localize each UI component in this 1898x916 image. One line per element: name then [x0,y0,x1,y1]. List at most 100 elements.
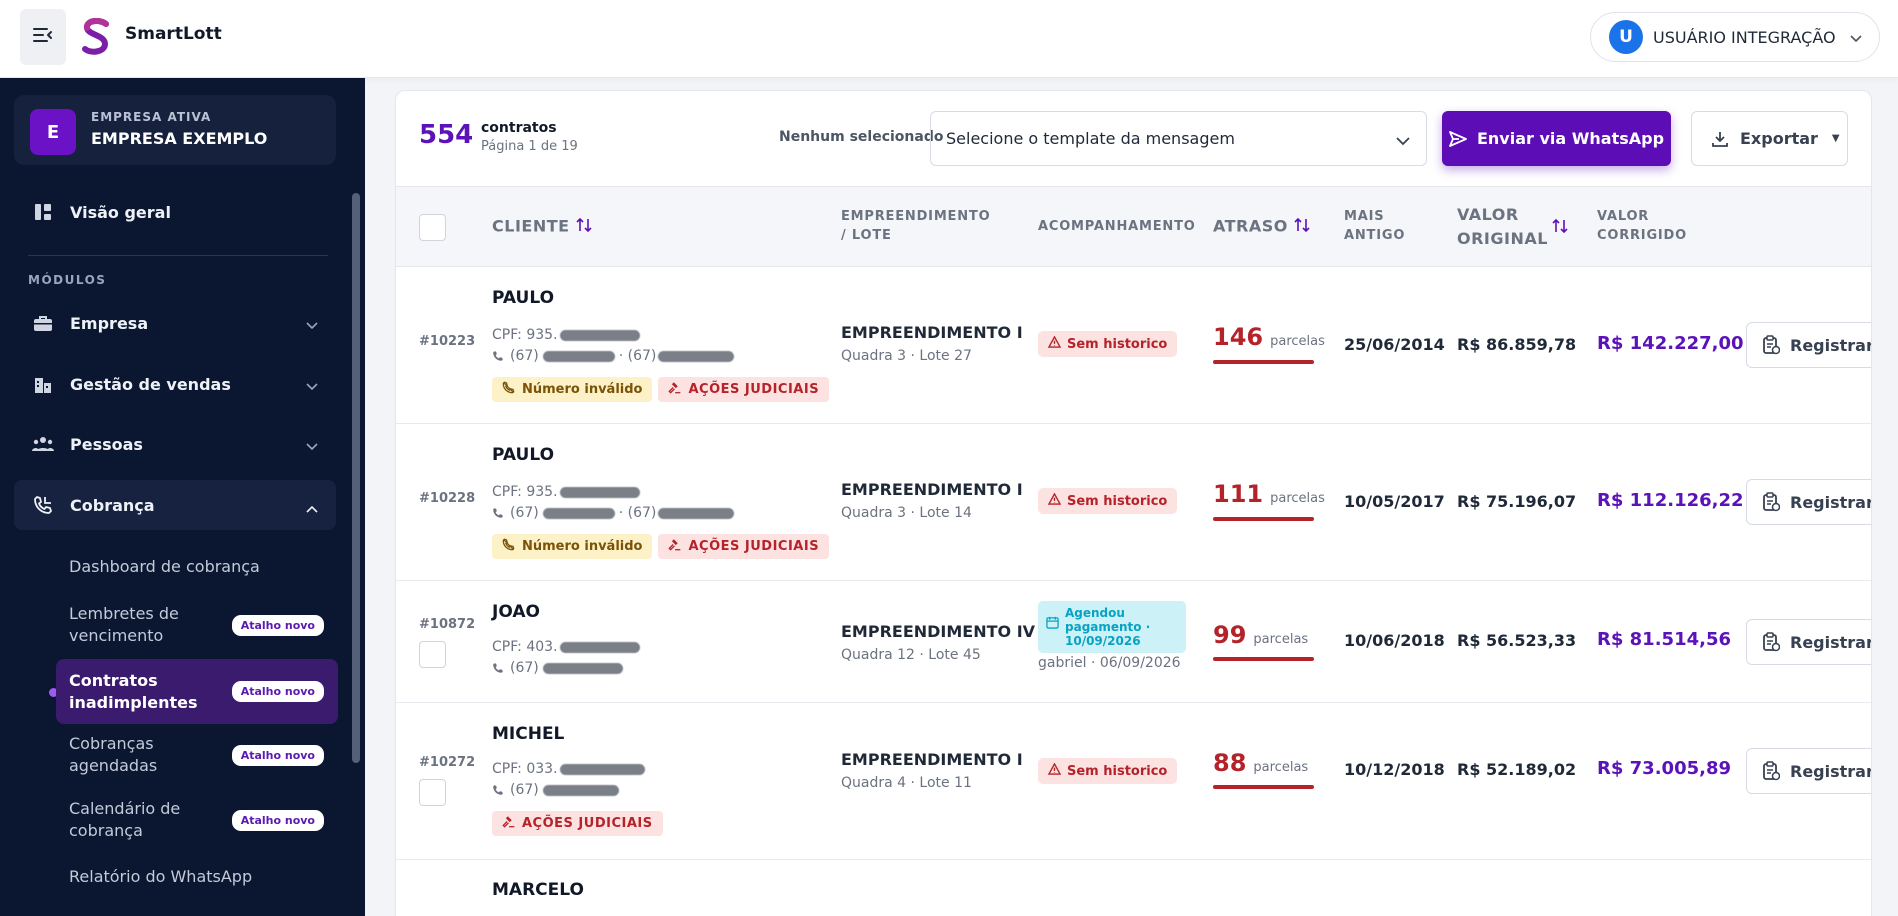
new-shortcut-badge: Atalho novo [231,681,324,702]
redacted-text [542,350,615,362]
register-collection-button[interactable]: Registrar cobrança [1746,479,1871,525]
warning-icon [1047,762,1062,779]
register-collection-button[interactable]: Registrar cobrança [1746,748,1871,794]
send-whatsapp-label: Enviar via WhatsApp [1476,129,1665,148]
delay-value: 99 parcelas [1213,621,1309,649]
original-value: R$ 56.523,33 [1457,631,1577,650]
message-template-select[interactable]: Selecione o template da mensagem [930,111,1427,166]
phone-icon [492,507,504,519]
delay-bar [1213,785,1314,789]
select-all-checkbox[interactable] [419,214,446,241]
column-header-followup: ACOMPANHAMENTO [1038,219,1196,234]
row-checkbox[interactable] [419,641,446,668]
status-badge: Sem historico [1038,758,1178,784]
active-company-card[interactable]: E EMPRESA ATIVA EMPRESA EXEMPLO [14,95,336,165]
sidebar-scrollbar-thumb[interactable] [352,193,360,763]
sidebar: E EMPRESA ATIVA EMPRESA EXEMPLO Visão ge… [0,78,365,916]
project-name: EMPREENDIMENTO I [841,750,1023,769]
sidebar-subitem-lembretes[interactable]: Lembretes de vencimento Atalho novo [56,600,338,650]
judicial-actions-tag: AÇÕES JUDICIAIS [658,534,830,559]
corrected-value: R$ 81.514,56 [1597,629,1731,650]
sidebar-subitem-relatorio-whatsapp[interactable]: Relatório do WhatsApp [56,859,338,895]
delay-bar [1213,657,1314,661]
gavel-icon [502,815,515,832]
sort-icon [1294,216,1310,238]
sort-icon[interactable] [1552,217,1568,239]
gavel-icon [668,381,681,398]
download-icon [1712,131,1728,147]
oldest-date: 25/06/2014 [1344,335,1445,354]
sidebar-item-cobranca[interactable]: Cobrança [14,480,336,530]
table-row[interactable]: #10228 PAULO CPF: 935. (67) · (67) Número… [396,424,1871,581]
project-lot: Quadra 12 · Lote 45 [841,647,981,663]
client-name: MARCELO [492,880,584,900]
register-collection-button[interactable]: Registrar cobrança [1746,322,1871,368]
send-whatsapp-button[interactable]: Enviar via WhatsApp [1442,111,1671,166]
phone-off-icon [502,381,515,398]
row-checkbox[interactable] [419,779,446,806]
oldest-date: 10/12/2018 [1344,760,1445,779]
sidebar-subitem-calendario[interactable]: Calendário de cobrança Atalho novo [56,795,338,845]
briefcase-icon [32,312,54,334]
client-phones: (67) [492,660,623,676]
client-cpf: CPF: 935. [492,327,640,343]
table-row[interactable]: #10223 PAULO CPF: 935. (67) · (67) Número… [396,267,1871,424]
sidebar-subitem-cobrancas-agendadas[interactable]: Cobranças agendadas Atalho novo [56,730,338,780]
contract-id: #10228 [419,491,476,506]
sidebar-divider [28,255,328,256]
sidebar-subitem-label: Dashboard de cobrança [69,557,260,576]
brand-name: SmartLott [125,24,222,44]
corrected-value: R$ 73.005,89 [1597,758,1731,779]
chevron-down-icon [306,315,318,334]
sidebar-subitem-contratos-inadimplentes[interactable]: Contratos inadimplentes Atalho novo [56,659,338,724]
warning-icon [1047,492,1062,509]
corrected-value: R$ 112.126,22 [1597,490,1744,511]
oldest-date: 10/05/2017 [1344,492,1445,511]
sidebar-item-overview[interactable]: Visão geral [14,189,336,235]
phone-icon [32,494,54,516]
contracts-card: 554 contratos Página 1 de 19 Nenhum sele… [395,90,1872,916]
original-value: R$ 86.859,78 [1457,335,1577,354]
judicial-actions-tag: AÇÕES JUDICIAIS [492,811,663,836]
register-collection-button[interactable]: Registrar cobrança [1746,619,1871,665]
table-row[interactable]: MARCELO [396,860,1871,916]
table-row[interactable]: #10872 JOAO CPF: 403. (67) EMPREENDIMENT… [396,581,1871,703]
client-phones: (67) [492,782,619,798]
contract-id: #10223 [419,334,476,349]
client-cpf: CPF: 033. [492,761,645,777]
user-menu-button[interactable]: U USUÁRIO INTEGRAÇÃO [1590,12,1880,62]
new-shortcut-badge: Atalho novo [231,614,324,636]
column-header-original[interactable]: VALOR ORIGINAL [1457,205,1548,248]
column-header-oldest: MAIS ANTIGO [1344,209,1406,243]
client-tags: Número inválido AÇÕES JUDICIAIS [492,534,830,559]
caret-down-icon: ▼ [1831,133,1840,144]
sidebar-item-gestao-vendas[interactable]: Gestão de vendas [14,361,336,407]
judicial-actions-tag: AÇÕES JUDICIAIS [658,377,830,402]
status-badge: Agendou pagamento · 10/09/2026 [1038,601,1186,653]
sidebar-subitem-dashboard-cobranca[interactable]: Dashboard de cobrança [56,549,338,585]
warning-icon [1047,335,1062,352]
chevron-down-icon [1850,28,1862,47]
project-lot: Quadra 4 · Lote 11 [841,775,972,791]
redacted-text [559,486,640,498]
clipboard-icon [1762,492,1780,512]
redacted-text [542,784,619,796]
delay-value: 111 parcelas [1213,480,1325,508]
top-bar: SmartLott U USUÁRIO INTEGRAÇÃO [0,0,1898,78]
export-label: Exportar [1740,129,1818,148]
sidebar-item-pessoas[interactable]: Pessoas [14,421,336,467]
status-badge: Sem historico [1038,331,1178,357]
export-button[interactable]: Exportar ▼ [1691,111,1848,166]
client-cpf: CPF: 403. [492,639,640,655]
contracts-count-label: contratos [481,120,557,136]
sidebar-item-label: Cobrança [70,495,155,515]
redacted-text [542,507,615,519]
column-header-delay[interactable]: ATRASO [1213,216,1310,238]
sidebar-item-empresa[interactable]: Empresa [14,300,336,346]
project-lot: Quadra 3 · Lote 14 [841,505,972,521]
menu-toggle-button[interactable] [20,9,66,65]
column-header-client[interactable]: CLIENTE [492,216,592,238]
table-row[interactable]: #10272 MICHEL CPF: 033. (67) AÇÕES JUDIC… [396,703,1871,860]
gavel-icon [668,538,681,555]
active-indicator-dot [49,688,58,697]
